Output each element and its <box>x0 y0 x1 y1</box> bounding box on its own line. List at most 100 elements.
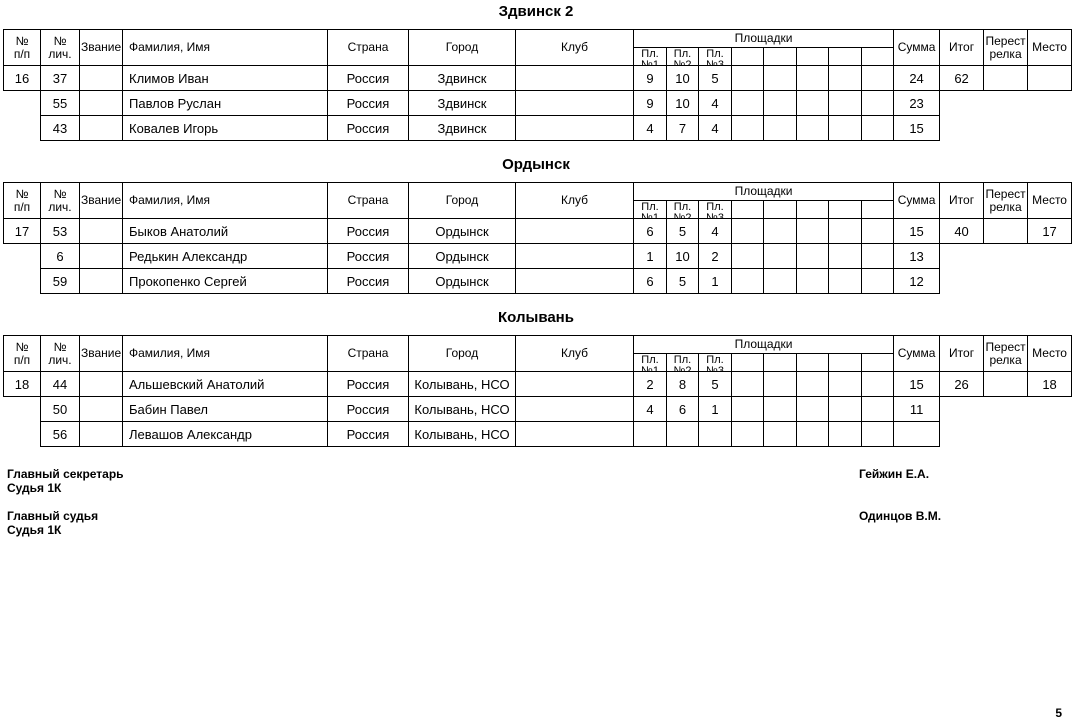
col-header-perestrelka: Перест релка <box>983 335 1029 372</box>
cell-summa: 15 <box>893 218 941 244</box>
pl-6-label <box>798 202 828 218</box>
cell-city: Колывань, НСО <box>408 421 516 447</box>
col-header-city: Город <box>408 29 516 66</box>
cell-pl-2: 10 <box>666 243 699 269</box>
col-header-name: Фамилия, Имя <box>122 29 328 66</box>
cell-itog-empty <box>940 244 984 269</box>
cell-pl-8 <box>860 90 895 116</box>
cell-name: Быков Анатолий <box>122 218 328 244</box>
pl-2-label: Пл. №2 <box>673 355 692 371</box>
col-header-name: Фамилия, Имя <box>122 182 328 219</box>
cell-pl-5 <box>763 421 797 447</box>
cell-summa: 12 <box>893 268 941 294</box>
pl-8-label <box>863 49 893 65</box>
cell-itog-empty <box>940 91 984 116</box>
col-header-pl-3: Пл. №3 <box>698 200 732 219</box>
cell-team-number-empty <box>4 269 41 294</box>
cell-name: Павлов Руслан <box>122 90 328 116</box>
team-member-row: 6 Редькин Александр Россия Ордынск 1 10 … <box>4 243 1072 269</box>
cell-pl-7 <box>828 115 862 141</box>
cell-mesto-empty <box>1028 244 1072 269</box>
cell-country: Россия <box>327 90 409 116</box>
col-header-pl-1: Пл. №1 <box>633 200 667 219</box>
cell-itog-empty <box>940 116 984 141</box>
cell-city: Здвинск <box>408 115 516 141</box>
cell-country: Россия <box>327 421 409 447</box>
cell-pl-6 <box>796 243 829 269</box>
team-member-row: 17 53 Быков Анатолий Россия Ордынск 6 5 … <box>3 218 1072 244</box>
judge-name: Одинцов В.М. <box>859 509 942 523</box>
pl-5-label <box>765 49 796 65</box>
cell-name: Прокопенко Сергей <box>122 268 328 294</box>
col-header-summa: Сумма <box>893 335 941 372</box>
col-header-pl-5 <box>763 200 797 219</box>
col-header-pl-1: Пл. №1 <box>633 353 667 372</box>
pl-8-label <box>863 355 893 371</box>
cell-pl-2: 8 <box>666 371 699 397</box>
col-header-zvanie: Звание <box>79 182 123 219</box>
col-header-pl-4 <box>731 47 764 66</box>
results-table: № п/п № лич. Звание Фамилия, Имя Страна … <box>3 182 1072 294</box>
cell-team-number-empty <box>4 422 41 447</box>
cell-pl-7 <box>828 396 862 422</box>
col-header-zvanie: Звание <box>79 335 123 372</box>
cell-pl-1: 9 <box>633 90 667 116</box>
col-header-mesto: Место <box>1027 29 1072 66</box>
secretary-rank: Судья 1К <box>7 481 62 495</box>
cell-country: Россия <box>327 65 409 91</box>
cell-rank <box>79 90 123 116</box>
cell-itog-empty <box>940 397 984 422</box>
col-header-nlich: № лич. <box>40 29 80 66</box>
col-header-npp: № п/п <box>3 335 41 372</box>
cell-perestrelka-empty <box>984 269 1028 294</box>
col-header-club: Клуб <box>515 182 634 219</box>
pl-3-label: Пл. №3 <box>706 49 724 65</box>
cell-summa: 24 <box>893 65 941 91</box>
cell-country: Россия <box>327 243 409 269</box>
cell-pl-7 <box>828 421 862 447</box>
cell-pl-7 <box>828 243 862 269</box>
cell-member-number: 6 <box>40 243 80 269</box>
cell-pl-4 <box>731 65 764 91</box>
cell-name: Климов Иван <box>122 65 328 91</box>
col-header-pl-4 <box>731 200 764 219</box>
team-member-row: 56 Левашов Александр Россия Колывань, НС… <box>4 421 1072 447</box>
cell-pl-6 <box>796 115 829 141</box>
col-header-pl-2: Пл. №2 <box>666 47 699 66</box>
col-header-country: Страна <box>327 182 409 219</box>
cell-pl-3: 2 <box>698 243 732 269</box>
cell-pl-6 <box>796 90 829 116</box>
cell-name: Ковалев Игорь <box>122 115 328 141</box>
cell-member-number: 55 <box>40 90 80 116</box>
col-header-pl-8 <box>860 353 895 372</box>
cell-club <box>515 268 634 294</box>
cell-pl-7 <box>828 268 862 294</box>
col-header-pl-2: Пл. №2 <box>666 200 699 219</box>
cell-pl-1: 6 <box>633 268 667 294</box>
cell-pl-2: 10 <box>666 65 699 91</box>
cell-mesto: 18 <box>1027 371 1072 397</box>
cell-pl-2: 5 <box>666 268 699 294</box>
pl-8-label <box>863 202 893 218</box>
col-header-pl-8 <box>860 47 895 66</box>
col-header-pl-7 <box>828 200 862 219</box>
cell-pl-3: 1 <box>698 268 732 294</box>
cell-pl-1: 2 <box>633 371 667 397</box>
cell-pl-5 <box>763 371 797 397</box>
cell-pl-1: 9 <box>633 65 667 91</box>
section-title: Здвинск 2 <box>498 3 574 20</box>
cell-rank <box>79 371 123 397</box>
section-title: Колывань <box>498 309 574 326</box>
col-header-pl-5 <box>763 47 797 66</box>
cell-mesto-empty <box>1028 397 1072 422</box>
cell-itog-empty <box>940 269 984 294</box>
col-header-club: Клуб <box>515 29 634 66</box>
cell-mesto-empty <box>1028 422 1072 447</box>
col-header-pl-7 <box>828 353 862 372</box>
cell-pl-2: 10 <box>666 90 699 116</box>
col-header-pl-6 <box>796 47 829 66</box>
cell-club <box>515 421 634 447</box>
cell-club <box>515 371 634 397</box>
pl-3-label: Пл. №3 <box>706 202 724 218</box>
